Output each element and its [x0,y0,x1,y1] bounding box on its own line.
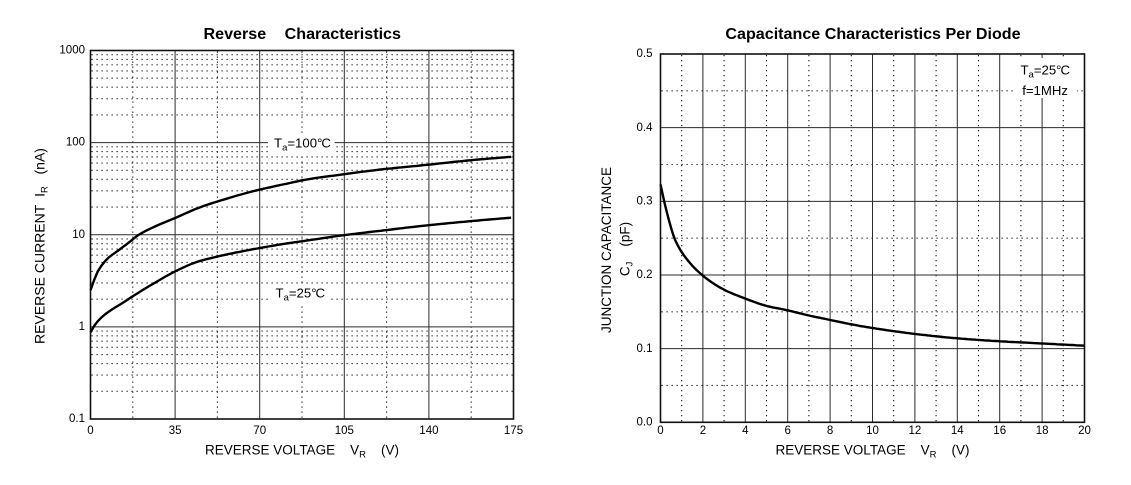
svg-text:35: 35 [169,425,182,437]
svg-text:8: 8 [827,425,833,437]
svg-text:0.2: 0.2 [637,269,653,281]
svg-text:14: 14 [951,425,964,437]
svg-text:10: 10 [866,425,879,437]
svg-text:0.4: 0.4 [637,122,654,134]
svg-text:105: 105 [335,425,354,437]
svg-text:6: 6 [784,425,790,437]
svg-text:2: 2 [700,425,706,437]
svg-text:12: 12 [909,425,922,437]
svg-text:REVERSE VOLTAGE VR (V): REVERSE VOLTAGE VR (V) [205,443,399,461]
svg-text:1: 1 [79,321,85,333]
svg-text:10: 10 [72,229,85,241]
svg-text:4: 4 [742,425,749,437]
svg-text:CJ (pF): CJ (pF) [618,222,636,276]
svg-text:0.1: 0.1 [637,343,653,355]
svg-text:JUNCTION CAPACITANCE: JUNCTION CAPACITANCE [599,167,614,333]
svg-text:Capacitance Characteristics Pe: Capacitance Characteristics Per Diode [725,25,1020,43]
svg-text:Ta=25°C: Ta=25°C [1020,63,1070,81]
svg-text:18: 18 [1036,425,1049,437]
svg-text:0: 0 [87,425,93,437]
svg-text:16: 16 [993,425,1006,437]
svg-text:REVERSE VOLTAGE VR (V): REVERSE VOLTAGE VR (V) [776,443,970,461]
svg-text:0.3: 0.3 [637,196,653,208]
svg-text:Ta=25°C: Ta=25°C [276,286,326,304]
svg-text:140: 140 [419,425,438,437]
svg-text:1000: 1000 [59,45,85,57]
svg-text:100: 100 [66,137,85,149]
svg-text:0.0: 0.0 [637,417,653,429]
svg-text:0.5: 0.5 [637,48,653,60]
svg-text:0: 0 [657,425,663,437]
svg-text:f=1MHz: f=1MHz [1022,83,1068,98]
svg-text:20: 20 [1078,425,1091,437]
svg-text:175: 175 [504,425,523,437]
svg-text:0.1: 0.1 [69,413,85,425]
svg-text:REVERSE CURRENT IR (nA): REVERSE CURRENT IR (nA) [32,148,51,344]
svg-text:70: 70 [253,425,266,437]
svg-text:Ta=100°C: Ta=100°C [274,136,331,154]
